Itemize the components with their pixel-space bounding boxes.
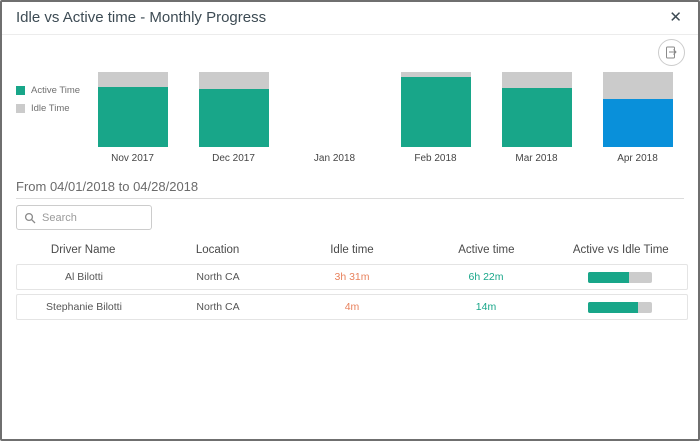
idle-swatch bbox=[16, 104, 25, 113]
active-segment[interactable] bbox=[97, 87, 168, 147]
bar-slot bbox=[602, 72, 673, 147]
location-cell: North CA bbox=[196, 271, 240, 283]
dialog-header: Idle vs Active time - Monthly Progress ✕ bbox=[2, 2, 698, 35]
chart-column-nov-2017: Nov 2017 bbox=[82, 72, 183, 167]
active-fill bbox=[588, 301, 638, 313]
idle-segment[interactable] bbox=[97, 72, 168, 87]
active-segment[interactable] bbox=[501, 87, 572, 147]
active-segment[interactable] bbox=[400, 77, 471, 147]
x-axis-label: Nov 2017 bbox=[111, 153, 154, 164]
legend-item-idle[interactable]: Idle Time bbox=[16, 103, 80, 114]
dialog-title: Idle vs Active time - Monthly Progress bbox=[16, 9, 267, 26]
stacked-bar[interactable] bbox=[501, 72, 572, 147]
export-icon bbox=[665, 46, 678, 59]
x-axis-label: Apr 2018 bbox=[617, 153, 658, 164]
legend-label: Idle Time bbox=[31, 103, 70, 114]
chart-column-mar-2018: Mar 2018 bbox=[486, 72, 587, 167]
table-body: Al Bilotti North CA 3h 31m 6h 22m Stephanie … bbox=[16, 264, 688, 320]
idle-segment[interactable] bbox=[602, 72, 673, 99]
stacked-bar[interactable] bbox=[198, 72, 269, 147]
legend-item-active[interactable]: Active Time bbox=[16, 85, 80, 96]
active-fill bbox=[588, 271, 629, 283]
idle-time-cell: 3h 31m bbox=[334, 271, 370, 283]
column-header: Idle time bbox=[330, 243, 374, 256]
active-swatch bbox=[16, 86, 25, 95]
bar-slot bbox=[501, 72, 572, 147]
table-header-row: Driver Name Location Idle time Active time A… bbox=[16, 239, 688, 260]
x-axis-label: Dec 2017 bbox=[212, 153, 255, 164]
stacked-bar[interactable] bbox=[97, 72, 168, 147]
bar-slot bbox=[198, 72, 269, 147]
bar-slot bbox=[97, 72, 168, 147]
close-icon[interactable]: ✕ bbox=[669, 9, 682, 26]
search-box[interactable] bbox=[16, 205, 152, 230]
bar-slot bbox=[400, 72, 471, 147]
active-vs-idle-cell bbox=[553, 301, 687, 313]
driver-name-cell: Stephanie Bilotti bbox=[46, 301, 122, 313]
column-header: Active time bbox=[458, 243, 515, 256]
x-axis-label: Mar 2018 bbox=[515, 153, 558, 164]
table-row[interactable]: Stephanie Bilotti North CA 4m 14m bbox=[16, 294, 688, 320]
search-input[interactable] bbox=[42, 211, 144, 224]
chart-column-dec-2017: Dec 2017 bbox=[183, 72, 284, 167]
column-header: Location bbox=[195, 243, 240, 256]
monthly-stacked-bar-chart: Nov 2017 Dec 2017 Jan 2018 Feb 2018 Mar 2018… bbox=[82, 72, 688, 167]
stacked-bar[interactable] bbox=[400, 72, 471, 147]
column-header: Active vs Idle Time bbox=[572, 243, 669, 256]
legend-label: Active Time bbox=[31, 85, 81, 96]
x-axis-label: Feb 2018 bbox=[414, 153, 457, 164]
export-button[interactable] bbox=[658, 39, 685, 66]
date-range-label: From 04/01/2018 to 04/28/2018 bbox=[16, 179, 199, 194]
chart-column-apr-2018: Apr 2018 bbox=[587, 72, 688, 167]
drivers-table: Driver Name Location Idle time Active time A… bbox=[16, 239, 688, 320]
active-time-cell: 14m bbox=[475, 301, 497, 313]
idle-segment[interactable] bbox=[198, 72, 269, 90]
chart-column-jan-2018: Jan 2018 bbox=[284, 72, 385, 167]
stacked-bar[interactable] bbox=[602, 72, 673, 147]
chart-legend: Active Time Idle Time bbox=[16, 85, 80, 121]
bar-slot bbox=[300, 72, 370, 147]
active-vs-idle-cell bbox=[553, 271, 687, 283]
search-icon bbox=[24, 212, 36, 224]
x-axis-label: Jan 2018 bbox=[313, 153, 356, 164]
idle-segment[interactable] bbox=[400, 72, 471, 78]
column-header: Driver Name bbox=[50, 243, 116, 256]
active-segment[interactable] bbox=[198, 89, 269, 147]
idle-segment[interactable] bbox=[501, 72, 572, 88]
active-segment[interactable] bbox=[602, 99, 673, 147]
chart-column-feb-2018: Feb 2018 bbox=[385, 72, 486, 167]
location-cell: North CA bbox=[196, 301, 240, 313]
driver-name-cell: Al Bilotti bbox=[65, 271, 103, 283]
idle-time-cell: 4m bbox=[344, 301, 360, 313]
active-vs-idle-bar bbox=[588, 271, 652, 283]
active-vs-idle-bar bbox=[588, 301, 652, 313]
table-row[interactable]: Al Bilotti North CA 3h 31m 6h 22m bbox=[16, 264, 688, 290]
active-time-cell: 6h 22m bbox=[468, 271, 504, 283]
section-divider bbox=[16, 198, 684, 199]
